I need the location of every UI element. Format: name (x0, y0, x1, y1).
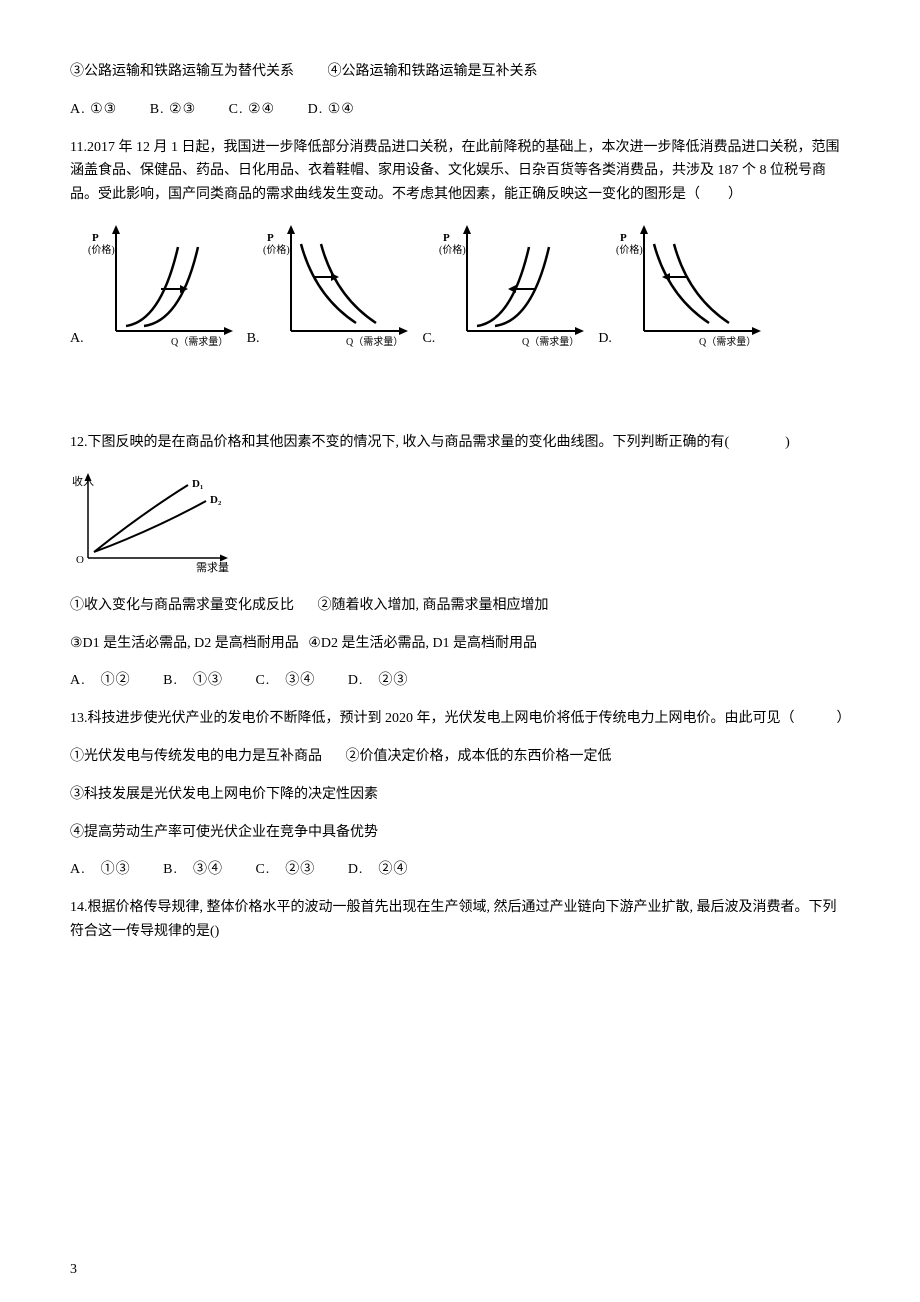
svg-text:Q（需求量）: Q（需求量） (171, 336, 228, 348)
q13-stmt-1: ①光伏发电与传统发电的电力是互补商品 (70, 749, 322, 764)
svg-text:需求量: 需求量 (196, 561, 229, 574)
q10-opt-a: A. ①③ (70, 102, 117, 117)
q11-chart-c: P(价格) Q（需求量） (437, 221, 592, 351)
q13-opt-b: B. ③④ (163, 862, 223, 877)
page-number: 3 (70, 1258, 77, 1282)
svg-text:D₁: D₁ (192, 478, 203, 490)
svg-text:P: P (443, 232, 450, 244)
q12-stmts-row1: ①收入变化与商品需求量变化成反比 ②随着收入增加, 商品需求量相应增加 (70, 594, 850, 618)
q13-stmts-row1: ①光伏发电与传统发电的电力是互补商品 ②价值决定价格，成本低的东西价格一定低 (70, 745, 850, 769)
q10-stmt-4: ④公路运输和铁路运输是互补关系 (328, 64, 538, 79)
q13-stmt-4: ④提高劳动生产率可使光伏企业在竞争中具备优势 (70, 821, 850, 845)
q13-opt-a: A. ①③ (70, 862, 131, 877)
svg-text:D₂: D₂ (210, 494, 222, 506)
q12-opt-b: B. ①③ (163, 673, 223, 688)
q10-opt-b: B. ②③ (150, 102, 196, 117)
q11-label-a: A. (70, 327, 84, 351)
q13-text: 13.科技进步使光伏产业的发电价不断降低，预计到 2020 年，光伏发电上网电价… (70, 707, 850, 731)
svg-text:Q（需求量）: Q（需求量） (699, 336, 756, 348)
q12-stmts-row2: ③D1 是生活必需品, D2 是高档耐用品 ④D2 是生活必需品, D1 是高档… (70, 632, 850, 656)
svg-text:(价格): (价格) (263, 243, 290, 256)
q12-chart: 收入需求量 O D₁ D₂ (70, 469, 240, 574)
q10-statements: ③公路运输和铁路运输互为替代关系 ④公路运输和铁路运输是互补关系 (70, 60, 850, 84)
q13-stmt-2: ②价值决定价格，成本低的东西价格一定低 (346, 749, 612, 764)
q12-chart-wrap: 收入需求量 O D₁ D₂ (70, 469, 850, 574)
q11-text: 11.2017 年 12 月 1 日起，我国进一步降低部分消费品进口关税，在此前… (70, 136, 850, 207)
q14-text: 14.根据价格传导规律, 整体价格水平的波动一般首先出现在生产领域, 然后通过产… (70, 896, 850, 944)
svg-text:P: P (267, 232, 274, 244)
q11-chart-a: P(价格) Q（需求量） (86, 221, 241, 351)
q12-stmt-1: ①收入变化与商品需求量变化成反比 (70, 598, 294, 613)
svg-text:(价格): (价格) (616, 243, 643, 256)
q11-label-d: D. (598, 327, 612, 351)
q11-label-b: B. (247, 327, 260, 351)
q11-chart-row: A. P(价格)Q（需求量） B. P(价格)Q（需求量） C. P(价格)Q（… (70, 221, 850, 351)
q13-opt-d: D. ②④ (348, 862, 409, 877)
q10-opt-c: C. ②④ (229, 102, 275, 117)
q10-stmt-3: ③公路运输和铁路运输互为替代关系 (70, 64, 294, 79)
svg-text:P: P (620, 232, 627, 244)
q11-chart-d: P(价格) Q（需求量） (614, 221, 769, 351)
q11-chart-b: P(价格) Q（需求量） (261, 221, 416, 351)
svg-text:Q（需求量）: Q（需求量） (522, 336, 579, 348)
q12-opt-a: A. ①② (70, 673, 131, 688)
q11-label-c: C. (422, 327, 435, 351)
q13-stmt-3: ③科技发展是光伏发电上网电价下降的决定性因素 (70, 783, 850, 807)
q12-stmt-4: ④D2 是生活必需品, D1 是高档耐用品 (308, 636, 537, 651)
q12-options: A. ①② B. ①③ C. ③④ D. ②③ (70, 669, 850, 693)
svg-text:O: O (76, 554, 84, 566)
q13-options: A. ①③ B. ③④ C. ②③ D. ②④ (70, 858, 850, 882)
q12-opt-c: C. ③④ (255, 673, 315, 688)
svg-text:P: P (92, 232, 99, 244)
q10-opt-d: D. ①④ (308, 102, 355, 117)
q13-opt-c: C. ②③ (255, 862, 315, 877)
q10-options: A. ①③ B. ②③ C. ②④ D. ①④ (70, 98, 850, 122)
q12-opt-d: D. ②③ (348, 673, 409, 688)
q12-text: 12.下图反映的是在商品价格和其他因素不变的情况下, 收入与商品需求量的变化曲线… (70, 431, 850, 455)
svg-text:(价格): (价格) (88, 243, 115, 256)
svg-text:Q（需求量）: Q（需求量） (346, 336, 403, 348)
svg-text:(价格): (价格) (439, 243, 466, 256)
q12-stmt-2: ②随着收入增加, 商品需求量相应增加 (318, 598, 549, 613)
svg-text:收入: 收入 (72, 474, 94, 488)
q12-stmt-3: ③D1 是生活必需品, D2 是高档耐用品 (70, 636, 299, 651)
